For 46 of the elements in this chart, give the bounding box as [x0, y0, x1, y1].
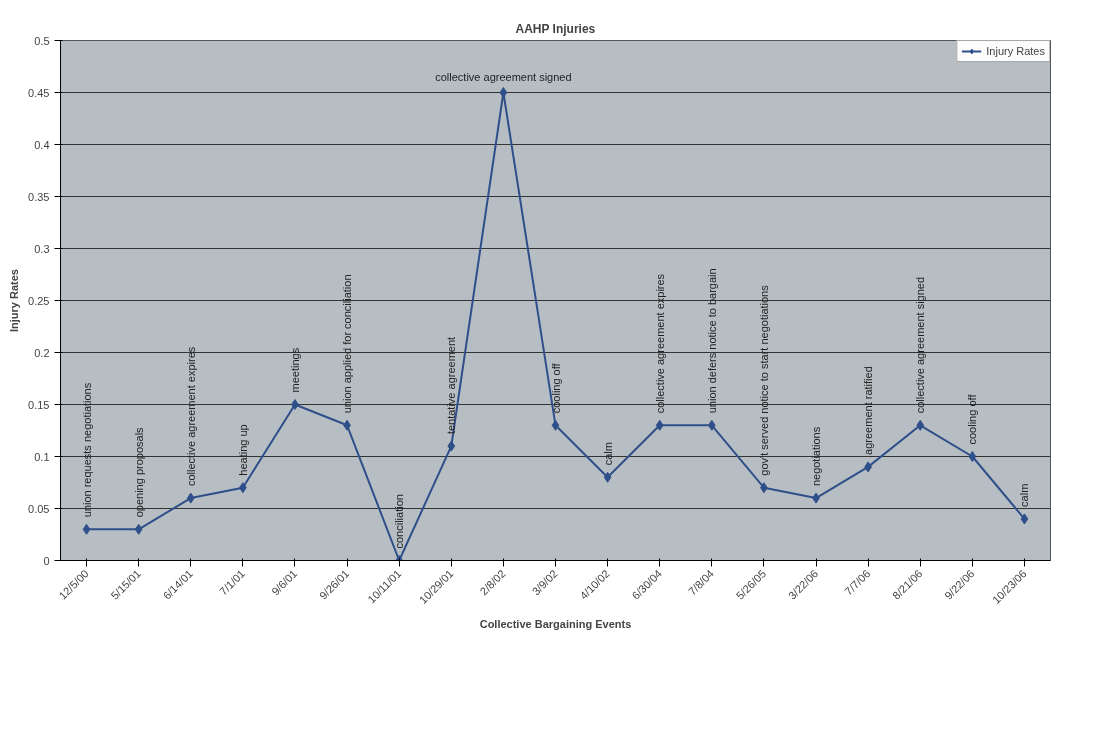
- y-tick-label: 0.35: [28, 190, 50, 203]
- annotation: agreement ratified: [862, 366, 875, 455]
- point: [82, 523, 91, 535]
- y-tick-label: 0: [43, 554, 50, 567]
- annotation: cooling off: [966, 393, 979, 445]
- point: [134, 523, 143, 535]
- y-tick-label: 0.15: [28, 398, 50, 411]
- annotation: heating up: [236, 424, 249, 476]
- y-tick-label: 0.5: [34, 34, 50, 47]
- annotation: collective agreement expires: [653, 273, 666, 414]
- chart-title: AAHP Injuries: [515, 21, 596, 36]
- y-tick-label: 0.2: [34, 346, 50, 359]
- annotation: union requests negotiations: [80, 382, 93, 518]
- y-tick-label: 0.4: [34, 138, 50, 151]
- annotation: union defers notice to bargain: [705, 268, 718, 414]
- annotation: union applied for conciliation: [341, 274, 354, 414]
- point: [707, 419, 716, 431]
- y-tick-label: 0.25: [28, 294, 50, 307]
- y-tick-label: 0.45: [28, 86, 50, 99]
- annotation: gov't served notice to start negotiations: [757, 284, 770, 476]
- annotation: collective agreement signed: [914, 276, 927, 414]
- annotation: calm: [601, 442, 614, 466]
- annotation: calm: [1018, 483, 1031, 507]
- y-tick-label: 0.1: [34, 450, 50, 463]
- y-tick-label: 0.3: [34, 242, 50, 255]
- point: [916, 419, 925, 431]
- y-axis-title: Injury Rates: [8, 269, 21, 332]
- annotation: collective agreement signed: [435, 70, 572, 83]
- x-axis-title: Collective Bargaining Events: [479, 618, 632, 631]
- point: [551, 419, 560, 431]
- y-tick-label: 0.05: [28, 502, 50, 515]
- point: [291, 399, 299, 410]
- annotation: cooling off: [549, 362, 562, 414]
- point: [1020, 513, 1029, 525]
- point: [186, 492, 195, 504]
- annotation: tentative agreement: [445, 336, 458, 435]
- annotation: collective agreement expires: [184, 346, 197, 487]
- annotation: negotiations: [810, 426, 823, 487]
- legend-label: Injury Rates: [986, 45, 1045, 57]
- point: [968, 451, 977, 462]
- point: [603, 471, 612, 483]
- annotation: opening proposals: [132, 426, 145, 518]
- annotation: meetings: [288, 347, 301, 393]
- point: [447, 440, 456, 452]
- point: [655, 419, 664, 431]
- annotation: conciliation: [393, 494, 406, 549]
